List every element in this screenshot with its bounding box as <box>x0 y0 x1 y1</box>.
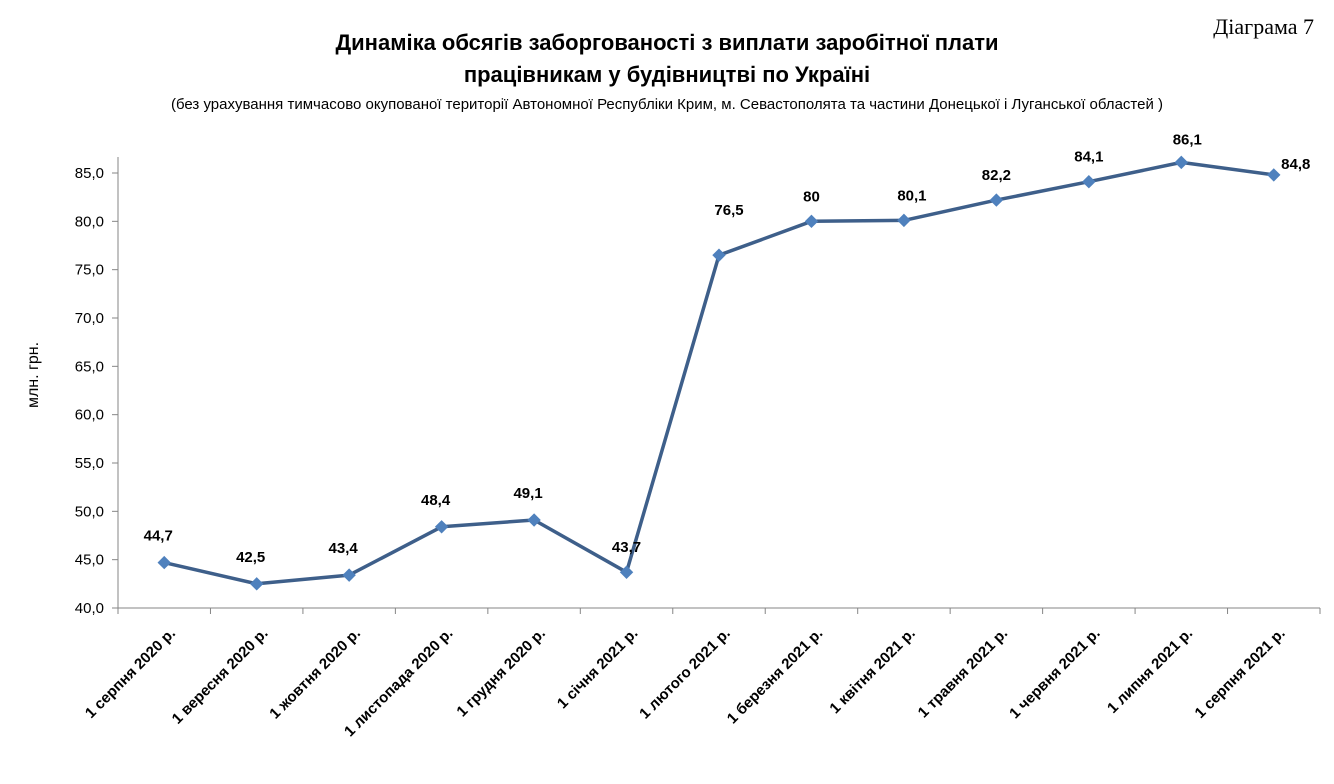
data-label: 44,7 <box>144 528 173 545</box>
y-tick-label: 40,0 <box>75 600 104 617</box>
y-tick-label: 45,0 <box>75 552 104 569</box>
y-tick-label: 70,0 <box>75 310 104 327</box>
data-label: 86,1 <box>1173 131 1202 148</box>
y-tick-label: 85,0 <box>75 165 104 182</box>
y-tick-label: 50,0 <box>75 503 104 520</box>
data-point-marker <box>527 513 541 527</box>
data-point-marker <box>1267 168 1281 182</box>
x-category-label: 1 січня 2021 р. <box>554 625 641 712</box>
data-point-marker <box>989 193 1004 207</box>
data-point-marker <box>804 214 819 229</box>
series-line <box>163 160 1275 586</box>
data-label: 84,8 <box>1281 156 1310 173</box>
x-category-label: 1 червня 2021 р. <box>1006 625 1103 722</box>
data-label: 80 <box>803 188 820 205</box>
y-tick-label: 55,0 <box>75 455 104 472</box>
x-category-label: 1 жовтня 2020 р. <box>266 625 364 723</box>
x-category-label: 1 лютого 2021 р. <box>636 625 734 723</box>
x-category-label: 1 серпня 2020 р. <box>82 625 179 722</box>
x-category-label: 1 грудня 2020 р. <box>453 625 549 721</box>
x-category-label: 1 травня 2021 р. <box>915 625 1011 721</box>
data-point-marker <box>157 555 171 570</box>
x-category-label: 1 серпня 2021 р. <box>1192 625 1289 722</box>
y-tick-label: 80,0 <box>75 213 104 230</box>
data-point-marker <box>897 213 911 228</box>
data-point-marker <box>249 577 264 591</box>
data-label: 42,5 <box>236 549 265 566</box>
data-point-marker <box>1082 174 1096 189</box>
diagram-number-label: Діаграма 7 <box>1213 14 1314 39</box>
chart-title-line2: працівникам у будівництві по Україні <box>463 62 871 87</box>
chart-data-labels: 44,7 42,5 43,4 48,4 49,1 43,7 76,5 80 80,1 82,2 84… <box>144 131 1311 565</box>
chart-subtitle: (без урахування тимчасово окупованої тер… <box>170 96 1163 113</box>
data-point-marker <box>1174 155 1189 170</box>
x-category-label: 1 березня 2021 р. <box>724 625 826 727</box>
data-label: 43,4 <box>329 540 359 557</box>
x-category-label: 1 липня 2021 р. <box>1104 625 1196 717</box>
y-tick-label: 65,0 <box>75 358 104 375</box>
data-label: 84,1 <box>1074 149 1103 166</box>
data-label: 80,1 <box>897 187 926 204</box>
data-label: 48,4 <box>421 492 451 509</box>
data-label: 43,7 <box>612 539 641 556</box>
data-point-marker <box>619 565 634 579</box>
data-point-marker <box>712 248 726 262</box>
data-label: 49,1 <box>513 485 542 502</box>
y-tick-label: 60,0 <box>75 407 104 424</box>
data-point-marker <box>342 568 356 582</box>
y-tick-label: 75,0 <box>75 262 104 279</box>
x-category-label: 1 вересня 2020 р. <box>169 625 272 728</box>
data-label: 82,2 <box>982 167 1011 184</box>
data-point-marker <box>434 520 449 534</box>
y-axis-label: млн. грн. <box>25 342 42 408</box>
chart-title-line1: Динаміка обсягів заборгованості з виплат… <box>335 30 999 55</box>
data-label: 76,5 <box>714 202 743 219</box>
chart-series <box>157 155 1281 591</box>
chart-axes: 40,0 45,0 50,0 55,0 60,0 65,0 70,0 75,0 80,0 85,0… <box>25 157 1321 740</box>
x-category-label: 1 квітня 2021 р. <box>826 625 918 717</box>
